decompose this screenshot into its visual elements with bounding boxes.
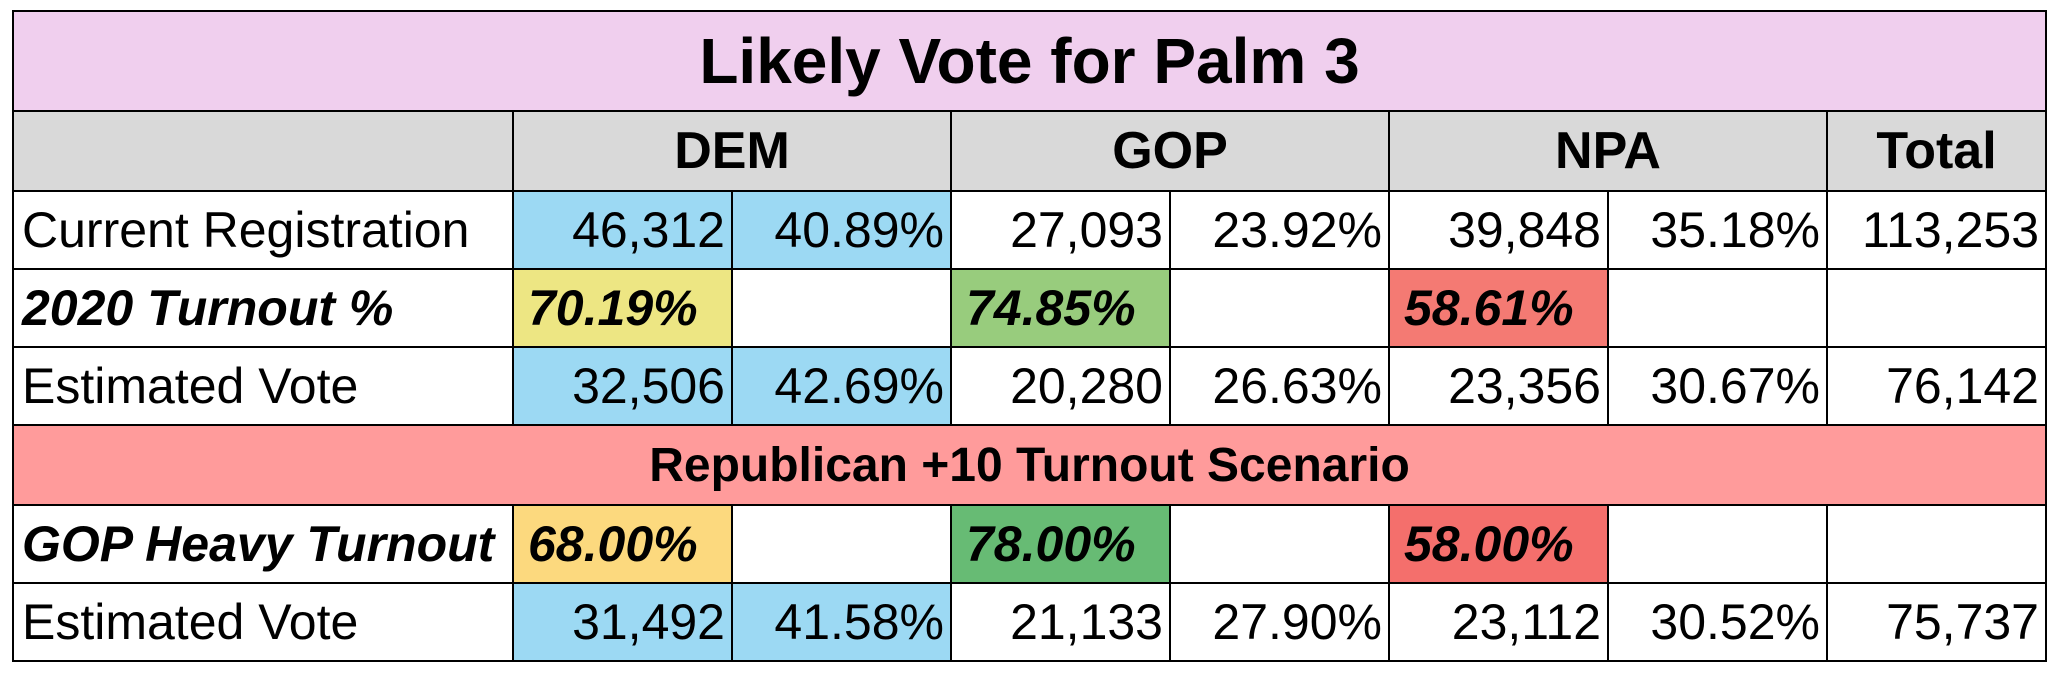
gop-count-cell: 20,280: [950, 346, 1171, 426]
dem-count-cell: 46,312: [512, 190, 733, 270]
header-dem: DEM: [512, 110, 952, 192]
vote-table: Likely Vote for Palm 3 DEM GOP NPA Total…: [12, 10, 2047, 662]
header-npa: NPA: [1388, 110, 1828, 192]
header-blank: [12, 110, 514, 192]
row-label: Current Registration: [12, 190, 514, 270]
gop-pct-cell: 26.63%: [1169, 346, 1390, 426]
current-registration-row: Current Registration 46,312 40.89% 27,09…: [12, 190, 2047, 270]
scenario-row: Republican +10 Turnout Scenario: [12, 424, 2047, 506]
gop-count-cell: 27,093: [950, 190, 1171, 270]
row-label: GOP Heavy Turnout: [12, 504, 514, 584]
total-cell: 113,253: [1826, 190, 2047, 270]
gop-count-cell: 21,133: [950, 582, 1171, 662]
empty-cell: [731, 504, 952, 584]
dem-pct-cell: 41.58%: [731, 582, 952, 662]
npa-pct-cell: 30.67%: [1607, 346, 1828, 426]
turnout-2020-row: 2020 Turnout % 70.19% 74.85% 58.61%: [12, 268, 2047, 348]
header-row: DEM GOP NPA Total: [12, 110, 2047, 192]
gop-pct-cell: 23.92%: [1169, 190, 1390, 270]
estimated-vote-row: Estimated Vote 32,506 42.69% 20,280 26.6…: [12, 346, 2047, 426]
gop-turnout-cell: 78.00%: [950, 504, 1171, 584]
npa-turnout-cell: 58.61%: [1388, 268, 1609, 348]
dem-count-cell: 32,506: [512, 346, 733, 426]
npa-count-cell: 39,848: [1388, 190, 1609, 270]
empty-cell: [1169, 504, 1390, 584]
header-gop: GOP: [950, 110, 1390, 192]
npa-turnout-cell: 58.00%: [1388, 504, 1609, 584]
empty-cell: [1826, 268, 2047, 348]
header-total: Total: [1826, 110, 2047, 192]
empty-cell: [1607, 504, 1828, 584]
dem-pct-cell: 40.89%: [731, 190, 952, 270]
gop-turnout-cell: 74.85%: [950, 268, 1171, 348]
dem-turnout-cell: 68.00%: [512, 504, 733, 584]
total-cell: 75,737: [1826, 582, 2047, 662]
npa-count-cell: 23,112: [1388, 582, 1609, 662]
dem-turnout-cell: 70.19%: [512, 268, 733, 348]
empty-cell: [1169, 268, 1390, 348]
empty-cell: [1607, 268, 1828, 348]
empty-cell: [731, 268, 952, 348]
gop-heavy-turnout-row: GOP Heavy Turnout 68.00% 78.00% 58.00%: [12, 504, 2047, 584]
gop-pct-cell: 27.90%: [1169, 582, 1390, 662]
row-label: Estimated Vote: [12, 346, 514, 426]
npa-pct-cell: 30.52%: [1607, 582, 1828, 662]
dem-pct-cell: 42.69%: [731, 346, 952, 426]
row-label: Estimated Vote: [12, 582, 514, 662]
empty-cell: [1826, 504, 2047, 584]
table-title: Likely Vote for Palm 3: [12, 10, 2047, 112]
row-label: 2020 Turnout %: [12, 268, 514, 348]
total-cell: 76,142: [1826, 346, 2047, 426]
dem-count-cell: 31,492: [512, 582, 733, 662]
npa-pct-cell: 35.18%: [1607, 190, 1828, 270]
scenario-title: Republican +10 Turnout Scenario: [12, 424, 2047, 506]
npa-count-cell: 23,356: [1388, 346, 1609, 426]
estimated-vote-row: Estimated Vote 31,492 41.58% 21,133 27.9…: [12, 582, 2047, 662]
title-row: Likely Vote for Palm 3: [12, 10, 2047, 112]
